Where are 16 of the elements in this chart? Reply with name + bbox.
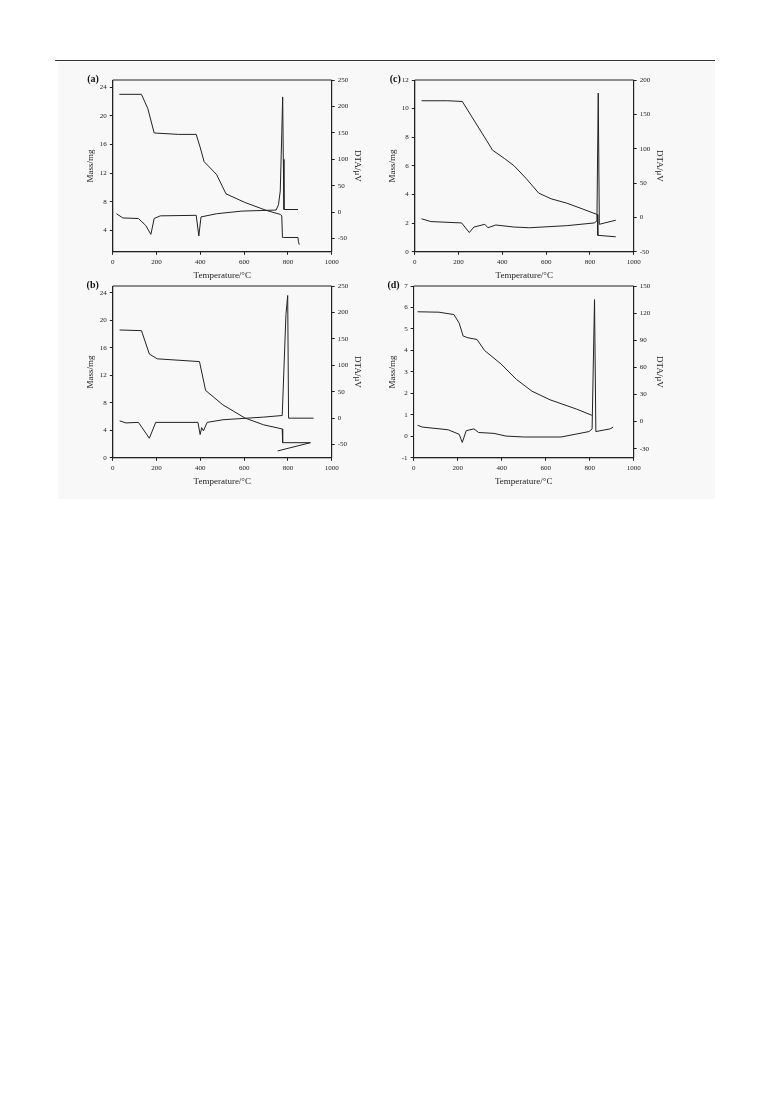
x-axis-title: Temperature/°C bbox=[193, 475, 251, 486]
x-axis-title: Temperature/°C bbox=[495, 269, 553, 280]
chart-title: (c) bbox=[389, 72, 401, 85]
x-axis-title: Temperature/°C bbox=[494, 475, 553, 486]
x-axis-title: Temperature/°C bbox=[193, 269, 251, 280]
y2-axis-title: DTA/μV bbox=[353, 356, 364, 389]
y2-axis-title: DTA/μV bbox=[353, 150, 364, 183]
y-axis-title: Mass/mg bbox=[84, 148, 95, 183]
y2-axis-title: DTA/μV bbox=[655, 356, 666, 389]
y-axis-title: Mass/mg bbox=[386, 354, 397, 389]
y-axis-title: Mass/mg bbox=[84, 354, 95, 389]
y-axis-title: Mass/mg bbox=[386, 148, 397, 183]
y2-axis-title: DTA/μV bbox=[655, 150, 666, 183]
chart-title: (b) bbox=[86, 278, 99, 291]
chart-title: (d) bbox=[387, 278, 400, 291]
chart-title: (a) bbox=[87, 72, 99, 85]
